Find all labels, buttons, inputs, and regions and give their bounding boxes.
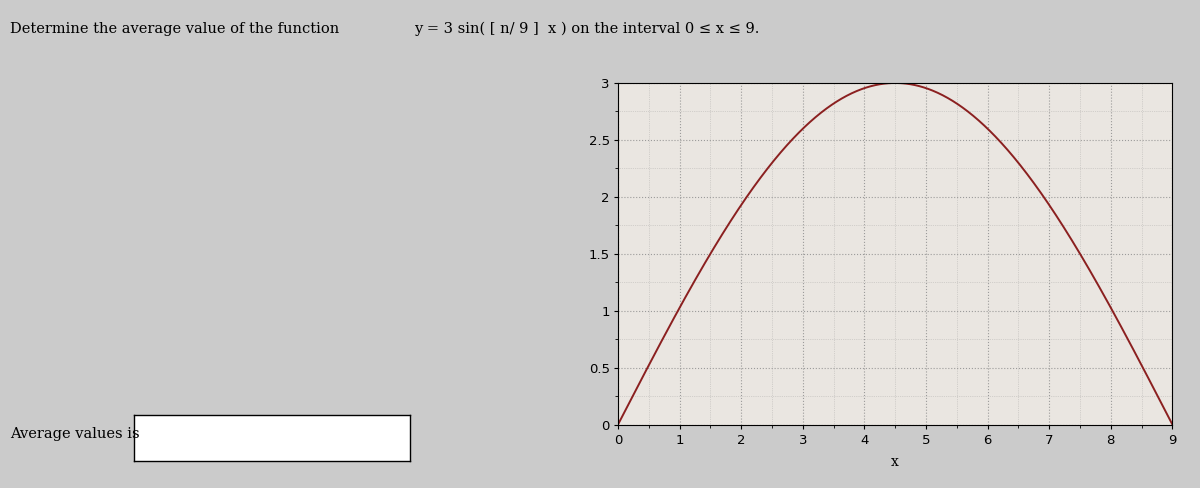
Text: Determine the average value of the function: Determine the average value of the funct… [10,22,338,36]
Text: y = 3 sin( [ n/ 9 ]  x ) on the interval 0 ≤ x ≤ 9.: y = 3 sin( [ n/ 9 ] x ) on the interval … [414,22,760,36]
Text: Average values is: Average values is [10,427,139,441]
X-axis label: x: x [892,455,899,469]
